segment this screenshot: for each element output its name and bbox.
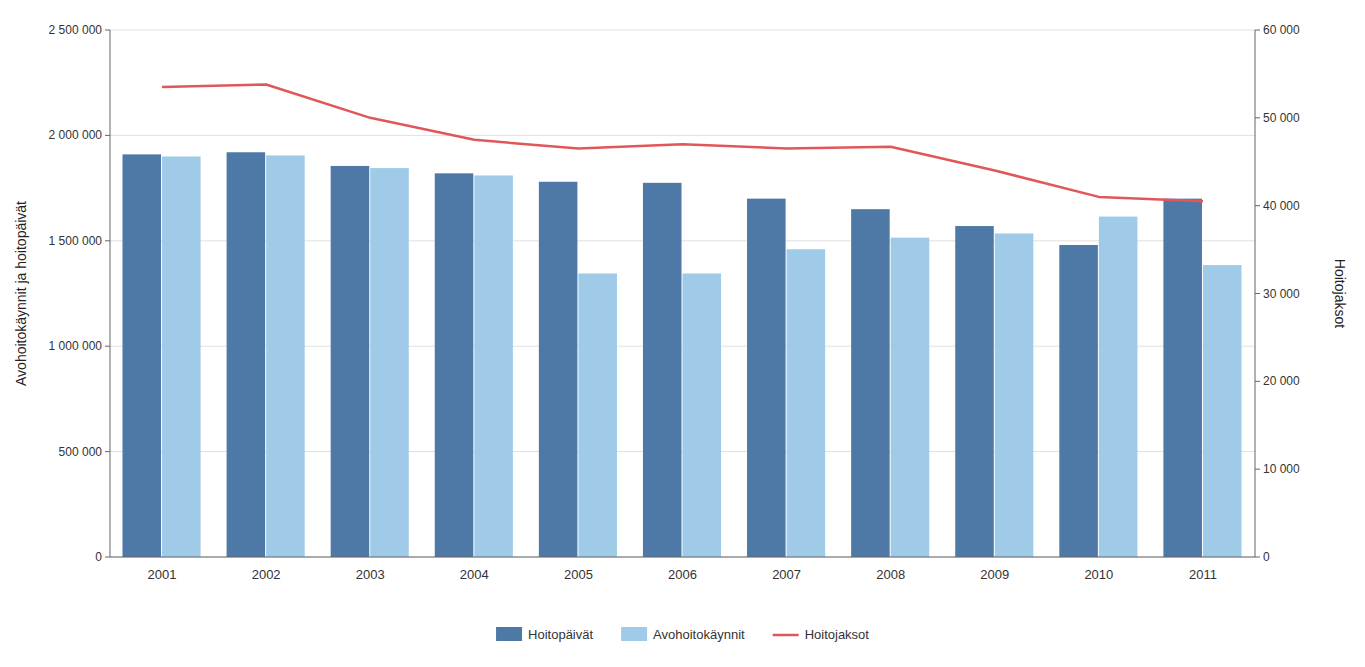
bar — [1059, 245, 1098, 557]
legend-label: Hoitopäivät — [528, 627, 593, 642]
legend-swatch — [621, 627, 647, 641]
grid-line — [110, 557, 1255, 558]
x-tick-label: 2010 — [1084, 567, 1113, 582]
bar — [162, 156, 201, 557]
bar — [643, 183, 682, 557]
bar — [122, 154, 161, 557]
legend-swatch — [496, 627, 522, 641]
legend-swatch — [773, 634, 799, 637]
y-tick — [105, 346, 110, 347]
y2-tick — [1255, 557, 1260, 558]
y-tick-label: 2 500 000 — [49, 23, 103, 37]
x-tick-label: 2005 — [564, 567, 593, 582]
bar — [227, 152, 266, 557]
legend: Hoitopäivät Avohoitokäynnit Hoitojaksot — [496, 627, 869, 642]
legend-item: Hoitojaksot — [773, 627, 870, 642]
plot-area — [122, 84, 1241, 557]
x-tick-label: 2004 — [460, 567, 489, 582]
bar — [747, 199, 786, 557]
x-tick-label: 2006 — [668, 567, 697, 582]
y-tick — [105, 557, 110, 558]
y2-tick-label: 50 000 — [1263, 111, 1300, 125]
x-tick-label: 2002 — [252, 567, 281, 582]
y-tick-label: 500 000 — [59, 445, 103, 459]
y-tick-label: 1 000 000 — [49, 339, 103, 353]
bar — [1203, 265, 1242, 557]
y-tick — [105, 135, 110, 136]
bar — [539, 182, 578, 557]
y2-axis-label: Hoitojaksot — [1332, 259, 1348, 328]
y-axis-label: Avohoitokäynnit ja hoitopäivät — [13, 201, 29, 386]
grid-line — [110, 135, 1255, 136]
y-tick-label: 0 — [95, 550, 102, 564]
y-tick-label: 2 000 000 — [49, 128, 103, 142]
y2-tick-label: 10 000 — [1263, 462, 1300, 476]
y-axis-line — [110, 30, 111, 557]
x-tick-label: 2011 — [1189, 567, 1217, 582]
bar — [370, 168, 409, 557]
y2-tick-label: 30 000 — [1263, 287, 1300, 301]
bar — [891, 238, 930, 557]
y2-tick — [1255, 30, 1260, 31]
bar — [331, 166, 370, 557]
y2-tick — [1255, 205, 1260, 206]
grid — [110, 30, 1255, 557]
y-tick — [105, 451, 110, 452]
bar — [1163, 199, 1202, 557]
x-tick-label: 2003 — [356, 567, 385, 582]
legend-label: Avohoitokäynnit — [653, 627, 745, 642]
bar — [266, 155, 305, 557]
bar — [1099, 217, 1138, 557]
y2-tick — [1255, 469, 1260, 470]
legend-item: Avohoitokäynnit — [621, 627, 745, 642]
bar — [578, 273, 617, 557]
bar — [474, 175, 513, 557]
axes: 2001 2002 2003 2004 2005 2006 2007 2008 2009 2010… — [49, 23, 1300, 582]
y2-tick-label: 0 — [1263, 550, 1270, 564]
y-tick — [105, 240, 110, 241]
bar — [435, 173, 474, 557]
chart: 2001 2002 2003 2004 2005 2006 2007 2008 2009 2010… — [0, 0, 1365, 667]
y-tick — [105, 30, 110, 31]
line — [162, 84, 1203, 201]
bar — [787, 249, 826, 557]
legend-label: Hoitojaksot — [805, 627, 870, 642]
y2-tick — [1255, 293, 1260, 294]
y2-tick-label: 20 000 — [1263, 374, 1300, 388]
legend-item: Hoitopäivät — [496, 627, 593, 642]
y2-tick-label: 40 000 — [1263, 199, 1300, 213]
grid-line — [110, 30, 1255, 31]
x-axis-line — [110, 557, 1255, 558]
y2-tick-label: 60 000 — [1263, 23, 1300, 37]
bar — [851, 209, 890, 557]
bar — [683, 273, 722, 557]
x-tick-label: 2001 — [148, 567, 177, 582]
bar — [995, 233, 1034, 557]
bar — [955, 226, 994, 557]
x-tick-label: 2009 — [980, 567, 1009, 582]
x-tick-label: 2007 — [772, 567, 801, 582]
y2-tick — [1255, 117, 1260, 118]
y-tick-label: 1 500 000 — [49, 234, 103, 248]
y2-tick — [1255, 381, 1260, 382]
x-tick-label: 2008 — [876, 567, 905, 582]
